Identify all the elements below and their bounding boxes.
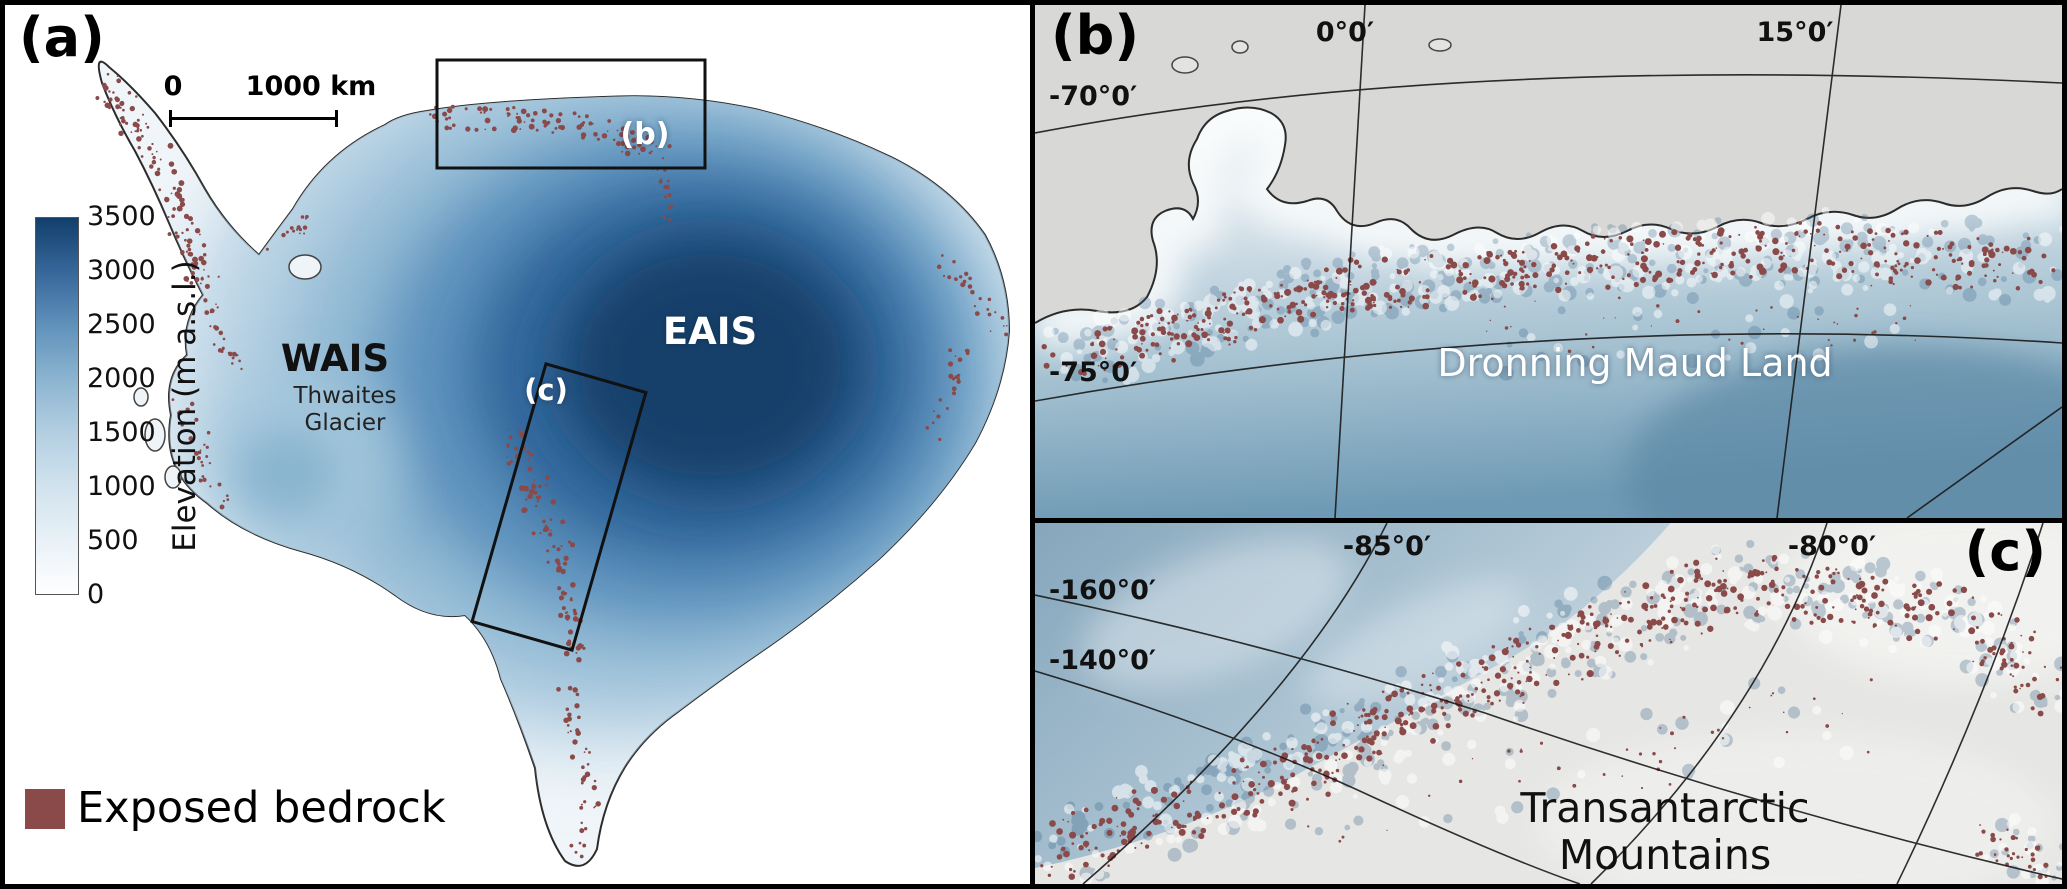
eais-label: EAIS bbox=[662, 310, 758, 353]
graticule-label-lat-75: -75°0′ bbox=[1049, 357, 1138, 388]
panel-b-label: (b) bbox=[1051, 5, 1140, 67]
inset-box-c bbox=[470, 362, 648, 652]
small-islands bbox=[1171, 38, 1452, 74]
antarctica-map bbox=[95, 58, 1011, 867]
panel-c-label: (c) bbox=[1964, 523, 2046, 583]
colorbar-tick-500: 500 bbox=[87, 525, 139, 556]
inset-c-label: (c) bbox=[524, 373, 568, 407]
elevation-shading bbox=[175, 61, 1009, 745]
coastline bbox=[1035, 106, 2062, 324]
graticule-label-lon-140: -140°0′ bbox=[1049, 645, 1156, 676]
panel-c: (c) -85°0′ -80°0′ -160°0′ -140°0′ Transa… bbox=[1035, 523, 2062, 884]
colorbar bbox=[35, 217, 79, 595]
graticule-label-lat-85: -85°0′ bbox=[1342, 531, 1432, 562]
bedrock-speckles bbox=[1041, 221, 2056, 376]
bedrock-speckles bbox=[95, 72, 1009, 859]
graticule-label-lat-70: -70°0′ bbox=[1049, 81, 1138, 112]
colorbar-tick-2000: 2000 bbox=[87, 363, 156, 394]
panel-a: (a) 0 1000 km 3500 3000 2500 2000 1500 1… bbox=[5, 5, 1035, 884]
scalebar-distance-label: 1000 km bbox=[245, 71, 377, 102]
bedrock-swatch bbox=[25, 789, 65, 829]
scalebar-zero-label: 0 bbox=[163, 71, 183, 102]
wais-label: WAIS bbox=[280, 337, 390, 380]
right-column: (b) 0°0′ 15°0′ -70°0′ -75°0′ Dronning Ma… bbox=[1035, 5, 2062, 884]
scalebar-tick-left bbox=[169, 110, 172, 127]
panel-b: (b) 0°0′ 15°0′ -70°0′ -75°0′ Dronning Ma… bbox=[1035, 5, 2062, 523]
place-label-dronning-maud-land: Dronning Maud Land bbox=[1437, 341, 1833, 385]
graticule-lines bbox=[1035, 523, 2062, 884]
graticule-label-lat-80: -80°0′ bbox=[1787, 531, 1877, 562]
place-label-transantarctic-mountains: Transantarctic Mountains bbox=[1520, 784, 1810, 879]
inset-boxes bbox=[435, 58, 707, 652]
inset-box-b bbox=[435, 58, 707, 170]
panel-a-label: (a) bbox=[19, 6, 105, 69]
graticule-label-lon-15: 15°0′ bbox=[1756, 17, 1834, 48]
colorbar-tick-1500: 1500 bbox=[87, 417, 156, 448]
scalebar-line bbox=[170, 117, 337, 120]
colorbar-tick-1000: 1000 bbox=[87, 471, 156, 502]
bedrock-speckles bbox=[1040, 554, 2062, 880]
offshore-islands bbox=[133, 254, 322, 489]
dronning-maud-land-map bbox=[1035, 5, 2062, 518]
graticule-label-lon-0: 0°0′ bbox=[1315, 17, 1375, 48]
colorbar-tick-3000: 3000 bbox=[87, 255, 156, 286]
colorbar-title: Elevation (m a.s.l.) bbox=[167, 260, 203, 552]
colorbar-tick-2500: 2500 bbox=[87, 309, 156, 340]
scalebar-tick-right bbox=[335, 110, 338, 127]
graticule-label-lon-160: -160°0′ bbox=[1049, 575, 1156, 606]
bedrock-label: Exposed bedrock bbox=[77, 783, 446, 833]
thwaites-glacier-label: Thwaites Glacier bbox=[293, 383, 397, 436]
colorbar-tick-3500: 3500 bbox=[87, 201, 156, 232]
transantarctic-mountains-map bbox=[1035, 523, 2062, 884]
inset-b-label: (b) bbox=[620, 117, 670, 152]
colorbar-tick-0: 0 bbox=[87, 579, 105, 610]
graticule-lines bbox=[1035, 5, 2062, 518]
